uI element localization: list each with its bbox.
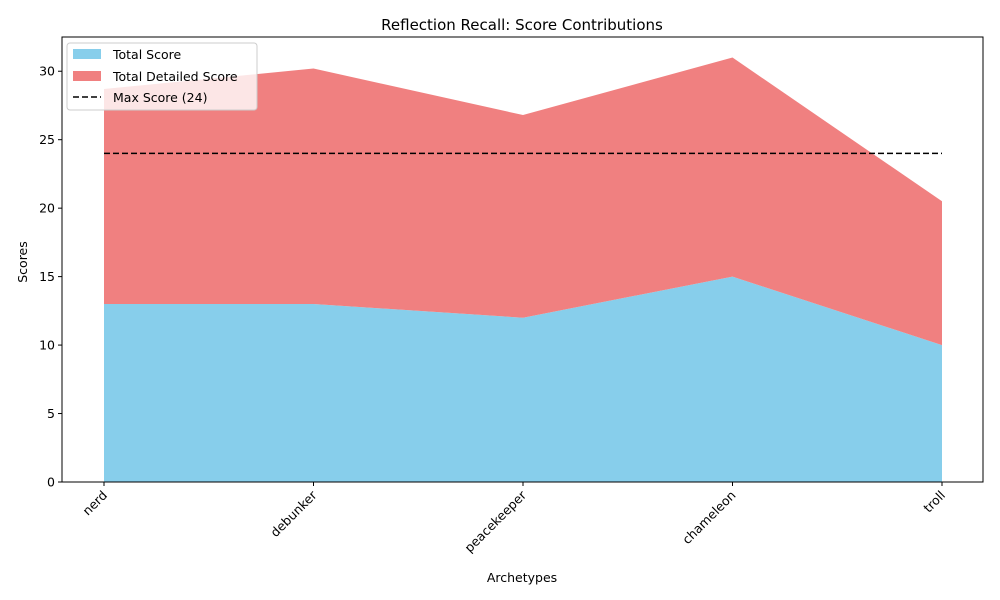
y-tick-label: 0 xyxy=(47,475,55,490)
y-tick-label: 20 xyxy=(39,201,55,216)
area-total-detailed-score xyxy=(104,57,942,346)
chart-title: Reflection Recall: Score Contributions xyxy=(381,16,663,34)
x-tick-label: chameleon xyxy=(679,488,738,547)
y-tick-label: 15 xyxy=(39,269,55,284)
x-tick-label: nerd xyxy=(79,488,110,519)
legend-label-max-score: Max Score (24) xyxy=(113,90,207,105)
y-axis-label: Scores xyxy=(15,241,30,283)
areas-layer xyxy=(104,57,942,482)
y-tick-label: 10 xyxy=(39,338,55,353)
legend-swatch-total-detailed-score xyxy=(73,71,101,81)
x-tick-label: peacekeeper xyxy=(461,487,529,555)
area-total-score xyxy=(104,276,942,482)
legend: Total Score Total Detailed Score Max Sco… xyxy=(66,42,258,111)
legend-label-total-score: Total Score xyxy=(112,47,181,62)
x-axis-label: Archetypes xyxy=(487,570,557,585)
x-tick-label: debunker xyxy=(267,487,320,540)
y-tick-label: 25 xyxy=(39,132,55,147)
y-tick-label: 5 xyxy=(47,406,55,421)
legend-frame xyxy=(66,42,258,111)
y-tick-label: 30 xyxy=(39,64,55,79)
x-tick-label: troll xyxy=(920,488,948,516)
legend-swatch-total-score xyxy=(73,49,101,59)
legend-label-total-detailed-score: Total Detailed Score xyxy=(112,69,238,84)
